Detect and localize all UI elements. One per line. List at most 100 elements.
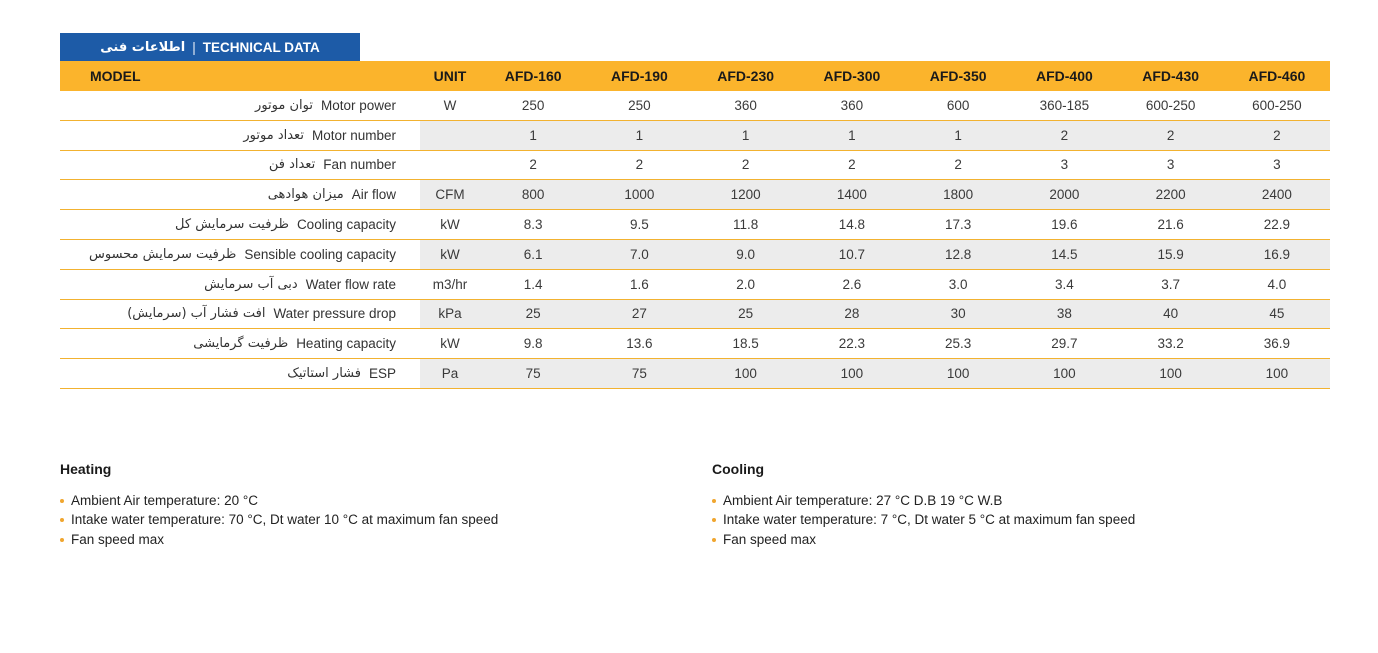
note-item: Ambient Air temperature: 20 °C bbox=[60, 491, 680, 510]
row-label-fa: دبی آب سرمایش bbox=[204, 276, 298, 292]
value-cell: 14.8 bbox=[838, 217, 866, 233]
value-cell: 9.5 bbox=[629, 217, 649, 233]
value-cell: 25 bbox=[692, 299, 799, 329]
value-cell: 1.4 bbox=[523, 276, 543, 292]
value-cell: 2 bbox=[529, 157, 537, 173]
value-cell: 2 bbox=[1117, 120, 1224, 150]
unit-cell: kW bbox=[440, 217, 460, 233]
row-label: تعداد فن Fan number bbox=[60, 151, 420, 180]
row-label: ظرفیت سرمایش محسوس Sensible cooling capac… bbox=[60, 240, 420, 269]
value-cell: 3 bbox=[1273, 157, 1281, 173]
value-cell: 100 bbox=[1011, 359, 1118, 388]
value-cell: 1.6 bbox=[629, 276, 649, 292]
value-cell: 3.4 bbox=[1054, 276, 1074, 292]
value-cell: 800 bbox=[480, 180, 587, 210]
value-cell: 16.9 bbox=[1223, 239, 1330, 269]
value-cell: 1 bbox=[798, 120, 905, 150]
row-label: توان موتور Motor power bbox=[60, 91, 420, 120]
heating-notes-list: Ambient Air temperature: 20 °C Intake wa… bbox=[60, 491, 680, 549]
value-cell: 2 bbox=[1223, 120, 1330, 150]
row-label-fa: ظرفیت سرمایش محسوس bbox=[89, 246, 237, 262]
value-cell: 3.0 bbox=[948, 276, 968, 292]
row-label-en: ESP bbox=[368, 366, 396, 382]
table-row: ظرفیت سرمایش کل Cooling capacity kW 8.3 9.5 1… bbox=[60, 210, 1330, 240]
row-label-en: Motor number bbox=[311, 127, 396, 143]
value-cell: 360-185 bbox=[1039, 97, 1090, 113]
value-cell: 3 bbox=[1166, 157, 1175, 173]
value-cell: 2 bbox=[741, 157, 750, 173]
row-label: دبی آب سرمایش Water flow rate bbox=[60, 270, 420, 299]
section-title-badge: اطلاعات فنی | TECHNICAL DATA bbox=[60, 33, 360, 61]
cooling-notes-section: Cooling Ambient Air temperature: 27 °C D… bbox=[712, 461, 1332, 549]
note-item: Fan speed max bbox=[60, 530, 680, 549]
row-label-en: Sensible cooling capacity bbox=[244, 246, 396, 262]
value-cell: 33.2 bbox=[1157, 336, 1184, 352]
row-label-fa: توان موتور bbox=[255, 97, 313, 113]
row-label: ظرفیت سرمایش کل Cooling capacity bbox=[60, 210, 420, 239]
table-header-row: MODEL UNIT AFD-160 AFD-190 AFD-230 AFD-300 A… bbox=[60, 61, 1330, 91]
value-cell: 100 bbox=[798, 359, 905, 388]
note-text: Fan speed max bbox=[723, 531, 817, 547]
table-row: فشار استاتیک ESP Pa 75 75 100 100 100 100 100 100 bbox=[60, 359, 1330, 389]
value-cell: 8.3 bbox=[523, 217, 543, 233]
value-cell: 2 bbox=[848, 157, 856, 173]
column-header-afd-400: AFD-400 bbox=[1035, 68, 1093, 84]
row-label: ظرفیت گرمایشی Heating capacity bbox=[60, 329, 420, 358]
column-header-afd-460: AFD-460 bbox=[1248, 68, 1306, 84]
title-separator: | bbox=[192, 39, 196, 55]
value-cell: 100 bbox=[1223, 359, 1330, 388]
row-label-en: Water flow rate bbox=[305, 276, 396, 292]
value-cell: 45 bbox=[1223, 299, 1330, 329]
value-cell: 25.3 bbox=[944, 336, 972, 352]
value-cell: 36.9 bbox=[1263, 336, 1291, 352]
value-cell: 75 bbox=[480, 359, 587, 388]
value-cell: 2 bbox=[954, 157, 962, 173]
value-cell: 2 bbox=[635, 157, 644, 173]
table-row: توان موتور Motor power W 250 250 360 360 600 360… bbox=[60, 91, 1330, 121]
note-text: Fan speed max bbox=[71, 531, 165, 547]
column-header-afd-160: AFD-160 bbox=[504, 68, 562, 84]
cooling-notes-list: Ambient Air temperature: 27 °C D.B 19 °C… bbox=[712, 491, 1332, 549]
value-cell: 2400 bbox=[1223, 180, 1330, 210]
value-cell: 100 bbox=[692, 359, 799, 388]
value-cell: 600 bbox=[946, 97, 970, 113]
value-cell: 6.1 bbox=[480, 239, 587, 269]
value-cell: 2.0 bbox=[736, 276, 756, 292]
table-row: دبی آب سرمایش Water flow rate m3/hr 1.4 1.6 2… bbox=[60, 269, 1330, 300]
value-cell: 250 bbox=[521, 97, 545, 113]
section-title-en: TECHNICAL DATA bbox=[202, 39, 320, 55]
note-item: Intake water temperature: 70 °C, Dt wate… bbox=[60, 510, 680, 529]
value-cell: 2000 bbox=[1011, 180, 1118, 210]
bullet-icon bbox=[60, 537, 64, 542]
column-header-afd-350: AFD-350 bbox=[929, 68, 987, 84]
value-cell: 22.3 bbox=[838, 336, 866, 352]
table-row: تعداد موتور Motor number 1 1 1 1 1 2 2 2 bbox=[60, 120, 1330, 151]
row-label-en: Cooling capacity bbox=[296, 217, 396, 233]
value-cell: 3.7 bbox=[1161, 276, 1181, 292]
bullet-icon bbox=[60, 518, 64, 523]
value-cell: 1 bbox=[480, 120, 587, 150]
table-row: ظرفیت گرمایشی Heating capacity kW 9.8 13.6 18… bbox=[60, 329, 1330, 360]
value-cell: 600-250 bbox=[1252, 97, 1302, 113]
row-label: تعداد موتور Motor number bbox=[60, 121, 420, 150]
value-cell: 38 bbox=[1011, 299, 1118, 329]
value-cell: 4.0 bbox=[1267, 276, 1287, 292]
row-label-en: Fan number bbox=[323, 157, 396, 173]
value-cell: 100 bbox=[1117, 359, 1224, 388]
table-body: توان موتور Motor power W 250 250 360 360 600 360… bbox=[60, 91, 1330, 389]
note-text: Ambient Air temperature: 20 °C bbox=[71, 493, 258, 508]
note-text: Intake water temperature: 7 °C, Dt water… bbox=[723, 512, 1136, 528]
column-header-afd-230: AFD-230 bbox=[717, 68, 775, 84]
value-cell: 18.5 bbox=[732, 336, 759, 352]
heating-notes-title: Heating bbox=[60, 461, 112, 477]
value-cell: 250 bbox=[628, 97, 651, 113]
spec-table: MODEL UNIT AFD-160 AFD-190 AFD-230 AFD-300 A… bbox=[60, 61, 1330, 389]
row-label: میزان هوادهی Air flow bbox=[60, 180, 420, 209]
note-item: Intake water temperature: 7 °C, Dt water… bbox=[712, 510, 1332, 529]
section-title-fa: اطلاعات فنی bbox=[100, 39, 186, 55]
note-item: Fan speed max bbox=[712, 530, 1332, 549]
value-cell: 25 bbox=[480, 299, 587, 329]
value-cell: 1400 bbox=[798, 180, 905, 210]
row-label-fa: ظرفیت گرمایشی bbox=[193, 336, 289, 352]
